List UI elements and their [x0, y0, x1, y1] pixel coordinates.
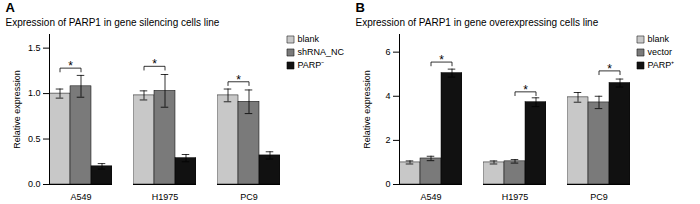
svg-text:0: 0	[385, 179, 390, 189]
svg-text:6: 6	[385, 47, 390, 57]
svg-text:blank: blank	[298, 34, 320, 44]
svg-text:PARP⁺: PARP⁺	[648, 60, 675, 70]
svg-text:Relative expression: Relative expression	[12, 70, 22, 149]
svg-text:2: 2	[385, 135, 390, 145]
svg-text:*: *	[439, 53, 444, 67]
svg-text:vector: vector	[648, 47, 673, 57]
svg-text:Relative expression: Relative expression	[362, 70, 372, 149]
svg-text:0.0: 0.0	[28, 179, 41, 189]
svg-text:H1975: H1975	[502, 192, 529, 202]
svg-text:A549: A549	[420, 192, 441, 202]
svg-text:1.0: 1.0	[28, 88, 41, 98]
svg-text:1.5: 1.5	[28, 43, 41, 53]
svg-text:shRNA_NC: shRNA_NC	[298, 47, 345, 57]
svg-text:*: *	[236, 73, 241, 87]
svg-text:A: A	[6, 0, 16, 15]
svg-text:PC9: PC9	[590, 192, 608, 202]
svg-text:A549: A549	[70, 192, 91, 202]
svg-text:*: *	[523, 83, 528, 97]
svg-text:*: *	[68, 59, 73, 73]
svg-text:*: *	[152, 57, 157, 71]
svg-text:B: B	[356, 0, 365, 15]
svg-text:0.5: 0.5	[28, 134, 41, 144]
svg-text:H1975: H1975	[152, 192, 179, 202]
svg-text:*: *	[607, 62, 612, 76]
svg-text:PARP⁻: PARP⁻	[298, 60, 325, 70]
svg-text:4: 4	[385, 91, 390, 101]
svg-text:blank: blank	[648, 34, 670, 44]
svg-text:Expression of PARP1 in gene si: Expression of PARP1 in gene silencing ce…	[6, 17, 220, 28]
svg-text:Expression of PARP1 in gene ov: Expression of PARP1 in gene overexpressi…	[356, 17, 599, 28]
svg-text:PC9: PC9	[240, 192, 258, 202]
